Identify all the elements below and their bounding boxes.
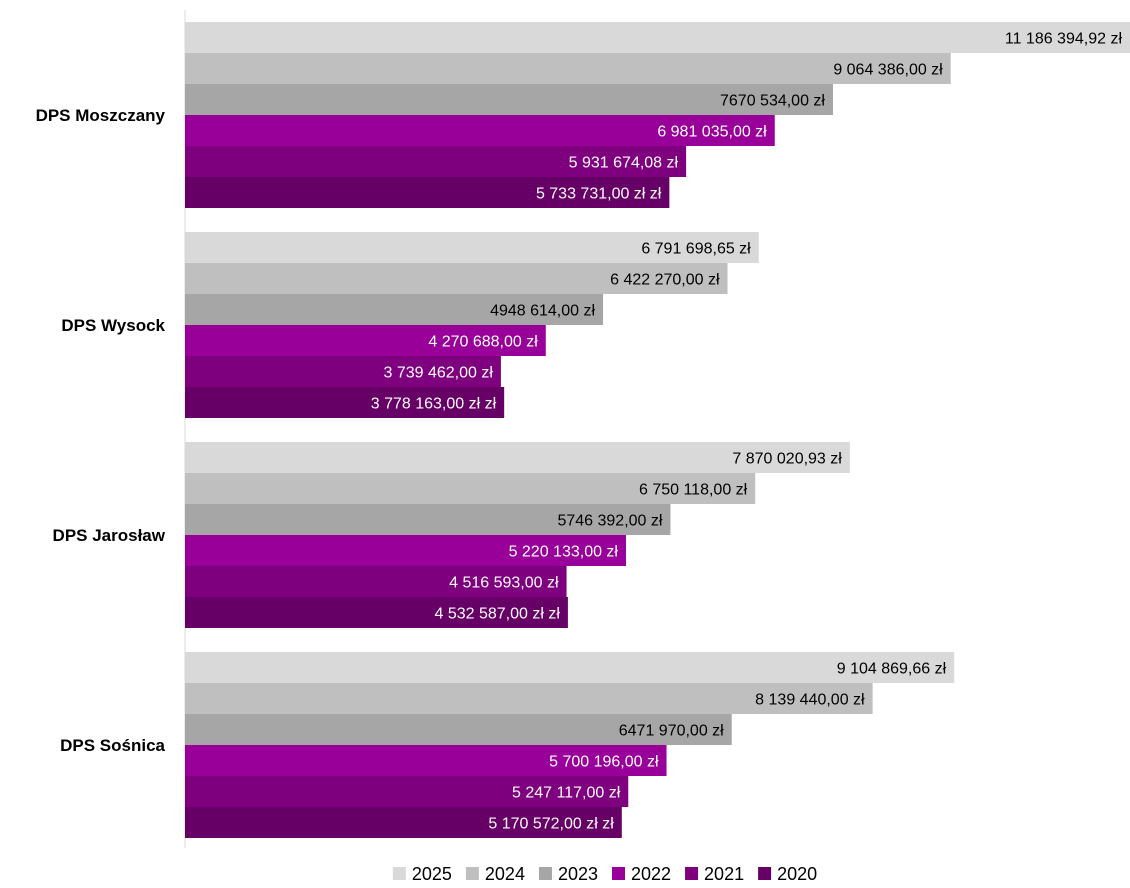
data-label-dps-sosnica-2023: 6471 970,00 zł [619, 723, 724, 740]
legend-label-2023: 2023 [558, 864, 598, 884]
bar-dps-wysock-2020 [185, 387, 505, 418]
legend-label-2022: 2022 [631, 864, 671, 884]
legend-label-2021: 2021 [704, 864, 744, 884]
legend-label-2025: 2025 [412, 864, 452, 884]
data-label-dps-moszczany-2022: 6 981 035,00 zł [657, 124, 767, 141]
bar-dps-jaroslaw-2023 [185, 504, 671, 535]
data-label-dps-wysock-2022: 4 270 688,00 zł [428, 334, 538, 351]
data-label-dps-jaroslaw-2020: 4 532 587,00 zł zł [434, 606, 560, 623]
bar-dps-jaroslaw-2022 [185, 535, 626, 566]
bar-dps-moszczany-2021 [185, 146, 687, 177]
bar-dps-wysock-2022 [185, 325, 546, 356]
legend-label-2024: 2024 [485, 864, 525, 884]
bar-dps-jaroslaw-2024 [185, 473, 756, 504]
data-label-dps-sosnica-2024: 8 139 440,00 zł [755, 692, 865, 709]
legend-swatch-2024 [465, 867, 479, 880]
data-label-dps-moszczany-2025: 11 186 394,92 zł [1005, 31, 1123, 48]
bar-dps-jaroslaw-2021 [185, 566, 567, 597]
data-label-dps-wysock-2023: 4948 614,00 zł [490, 303, 595, 320]
bar-dps-moszczany-2022 [185, 115, 775, 146]
data-label-dps-jaroslaw-2022: 5 220 133,00 zł [509, 544, 619, 561]
data-label-dps-wysock-2024: 6 422 270,00 zł [610, 272, 720, 289]
data-label-dps-moszczany-2021: 5 931 674,08 zł [569, 155, 679, 172]
legend-swatch-2025 [392, 867, 406, 880]
category-label-dps-moszczany: DPS Moszczany [36, 106, 166, 125]
data-label-dps-wysock-2021: 3 739 462,00 zł [383, 365, 493, 382]
bar-dps-sosnica-2024 [185, 683, 873, 714]
bar-dps-wysock-2025 [185, 232, 759, 263]
legend-swatch-2022 [612, 867, 625, 880]
bar-dps-sosnica-2021 [185, 776, 629, 807]
data-label-dps-sosnica-2022: 5 700 196,00 zł [549, 754, 659, 771]
legend-swatch-2021 [685, 867, 699, 880]
bar-dps-moszczany-2025 [185, 22, 1130, 53]
bar-dps-wysock-2021 [185, 356, 501, 387]
data-label-dps-moszczany-2020: 5 733 731,00 zł zł [536, 186, 662, 203]
data-label-dps-jaroslaw-2023: 5746 392,00 zł [557, 513, 662, 530]
bar-dps-moszczany-2023 [185, 84, 833, 115]
category-label-dps-wysock: DPS Wysock [61, 316, 165, 335]
data-label-dps-jaroslaw-2024: 6 750 118,00 zł [639, 482, 748, 499]
category-label-dps-jaroslaw: DPS Jarosław [53, 526, 166, 545]
data-label-dps-jaroslaw-2021: 4 516 593,00 zł [449, 575, 559, 592]
category-label-dps-sosnica: DPS Sośnica [60, 736, 165, 755]
bar-dps-moszczany-2024 [185, 53, 951, 84]
data-label-dps-wysock-2025: 6 791 698,65 zł [641, 241, 751, 258]
bar-dps-jaroslaw-2020 [185, 597, 568, 628]
legend-swatch-2020 [758, 867, 772, 880]
bar-dps-wysock-2024 [185, 263, 728, 294]
data-label-dps-moszczany-2023: 7670 534,00 zł [720, 93, 825, 110]
bar-dps-wysock-2023 [185, 294, 604, 325]
data-label-dps-sosnica-2025: 9 104 869,66 zł [837, 661, 947, 678]
bar-dps-sosnica-2020 [185, 807, 622, 838]
data-label-dps-sosnica-2021: 5 247 117,00 zł [512, 785, 621, 802]
data-label-dps-moszczany-2024: 9 064 386,00 zł [833, 62, 943, 79]
data-label-dps-jaroslaw-2025: 7 870 020,93 zł [732, 451, 842, 468]
legend: 2025 2024 2023 2022 2021 2020 [392, 864, 817, 884]
bar-dps-sosnica-2022 [185, 745, 667, 776]
legend-swatch-2023 [538, 867, 552, 880]
data-label-dps-sosnica-2020: 5 170 572,00 zł zł [488, 816, 614, 833]
bar-dps-sosnica-2025 [185, 652, 955, 683]
legend-label-2020: 2020 [777, 864, 817, 884]
data-label-dps-wysock-2020: 3 778 163,00 zł zł [371, 396, 497, 413]
bar-dps-sosnica-2023 [185, 714, 732, 745]
bar-dps-moszczany-2020 [185, 177, 670, 208]
bar-dps-jaroslaw-2025 [185, 442, 850, 473]
